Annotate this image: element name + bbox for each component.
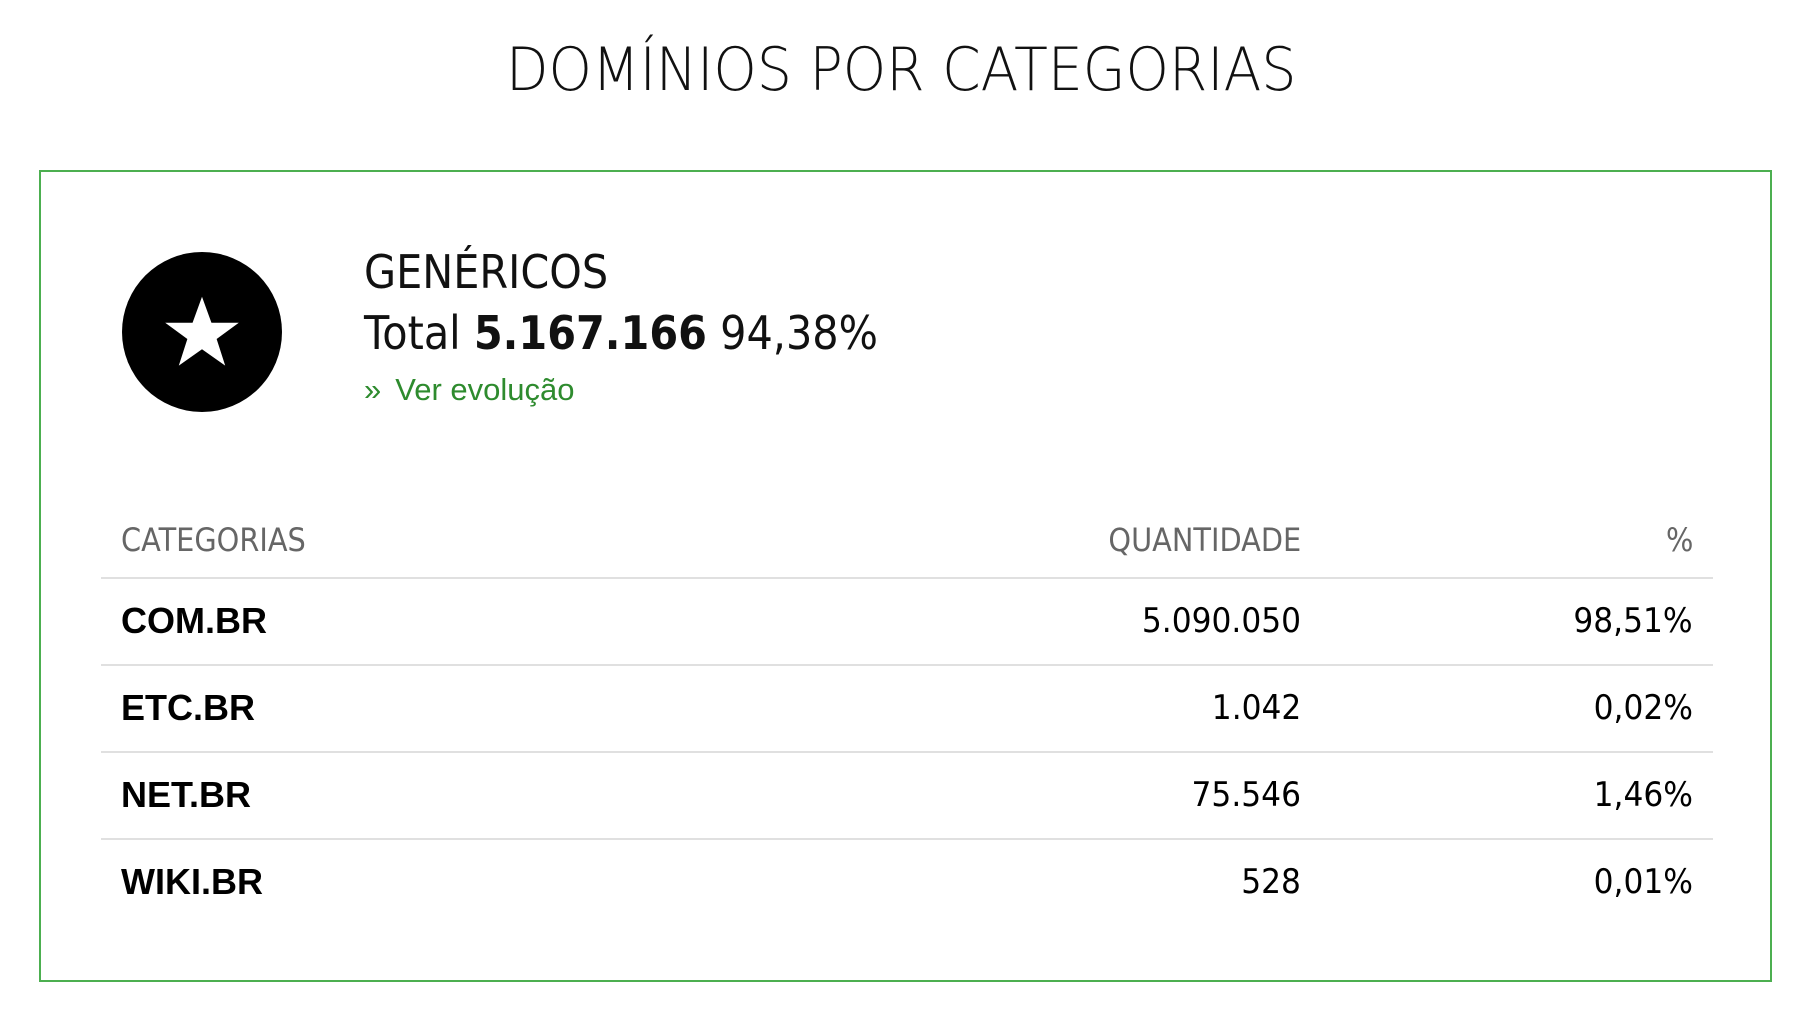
total-label: Total xyxy=(364,306,461,360)
table-row: ETC.BR 1.042 0,02% xyxy=(101,666,1713,753)
row-percent: 1,46% xyxy=(1593,775,1693,815)
row-percent: 0,01% xyxy=(1593,862,1693,902)
row-percent: 0,02% xyxy=(1593,688,1693,728)
row-category: ETC.BR xyxy=(121,687,255,728)
total-value: 5.167.166 xyxy=(473,306,707,360)
row-quantity: 75.546 xyxy=(1191,775,1301,815)
categories-table: CATEGORIAS QUANTIDADE % COM.BR 5.090.050… xyxy=(101,507,1713,925)
view-evolution-link[interactable]: » Ver evolução xyxy=(364,370,935,410)
header-quantity: QUANTIDADE xyxy=(1108,521,1301,559)
row-quantity: 5.090.050 xyxy=(1141,601,1301,641)
row-category: NET.BR xyxy=(121,774,252,815)
category-name: GENÉRICOS xyxy=(364,245,609,299)
table-header: CATEGORIAS QUANTIDADE % xyxy=(101,507,1713,579)
chevron-double-right-icon: » xyxy=(364,372,382,407)
star-icon xyxy=(165,296,239,366)
table-row: COM.BR 5.090.050 98,51% xyxy=(101,579,1713,666)
total-line: Total 5.167.166 94,38% xyxy=(364,302,878,364)
row-category: WIKI.BR xyxy=(121,861,263,902)
page-title: DOMÍNIOS POR CATEGORIAS xyxy=(506,35,1297,105)
table-row: WIKI.BR 528 0,01% xyxy=(101,840,1713,925)
row-quantity: 1.042 xyxy=(1211,688,1301,728)
header-category: CATEGORIAS xyxy=(121,521,306,559)
total-percent: 94,38% xyxy=(720,306,878,360)
view-evolution-label: Ver evolução xyxy=(395,372,575,407)
category-summary: GENÉRICOS Total 5.167.166 94,38% » Ver ev… xyxy=(364,242,935,410)
category-avatar xyxy=(122,252,282,412)
row-quantity: 528 xyxy=(1241,862,1301,902)
row-category: COM.BR xyxy=(121,600,267,641)
row-percent: 98,51% xyxy=(1573,601,1693,641)
category-card: GENÉRICOS Total 5.167.166 94,38% » Ver ev… xyxy=(39,170,1772,982)
table-row: NET.BR 75.546 1,46% xyxy=(101,753,1713,840)
header-percent: % xyxy=(1665,521,1693,559)
